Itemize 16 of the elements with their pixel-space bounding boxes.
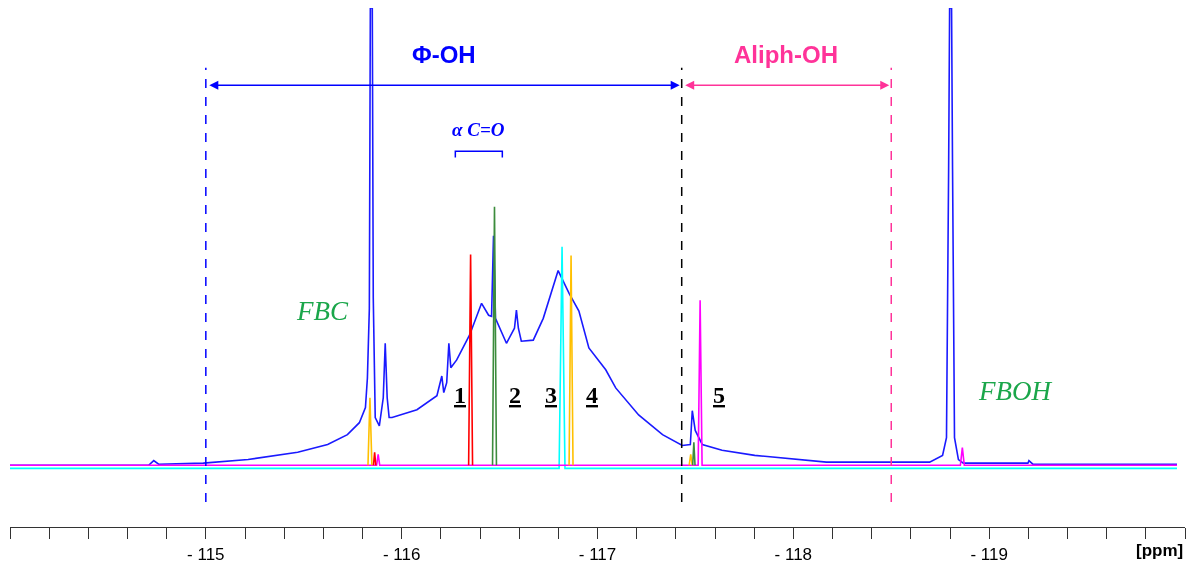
annotation: 2: [509, 382, 521, 408]
annotation: FBC: [296, 296, 349, 326]
annotation: 3: [545, 382, 557, 408]
annotation: Φ-OH: [412, 41, 476, 68]
x-tick-label: - 117: [578, 544, 617, 564]
annotation: 1: [454, 382, 466, 408]
annotation: FBOH: [978, 376, 1053, 406]
annotation: α C=O: [452, 119, 505, 140]
annotation: 5: [713, 382, 725, 408]
x-tick-label: - 119: [970, 544, 1008, 564]
annotation: Aliph-OH: [734, 41, 838, 68]
x-tick-label: - 118: [774, 544, 813, 564]
x-tick-label: - 115: [187, 544, 225, 564]
x-axis-title: [ppm]: [1136, 541, 1184, 560]
x-tick-label: - 116: [382, 544, 421, 564]
annotation: 4: [586, 382, 598, 408]
